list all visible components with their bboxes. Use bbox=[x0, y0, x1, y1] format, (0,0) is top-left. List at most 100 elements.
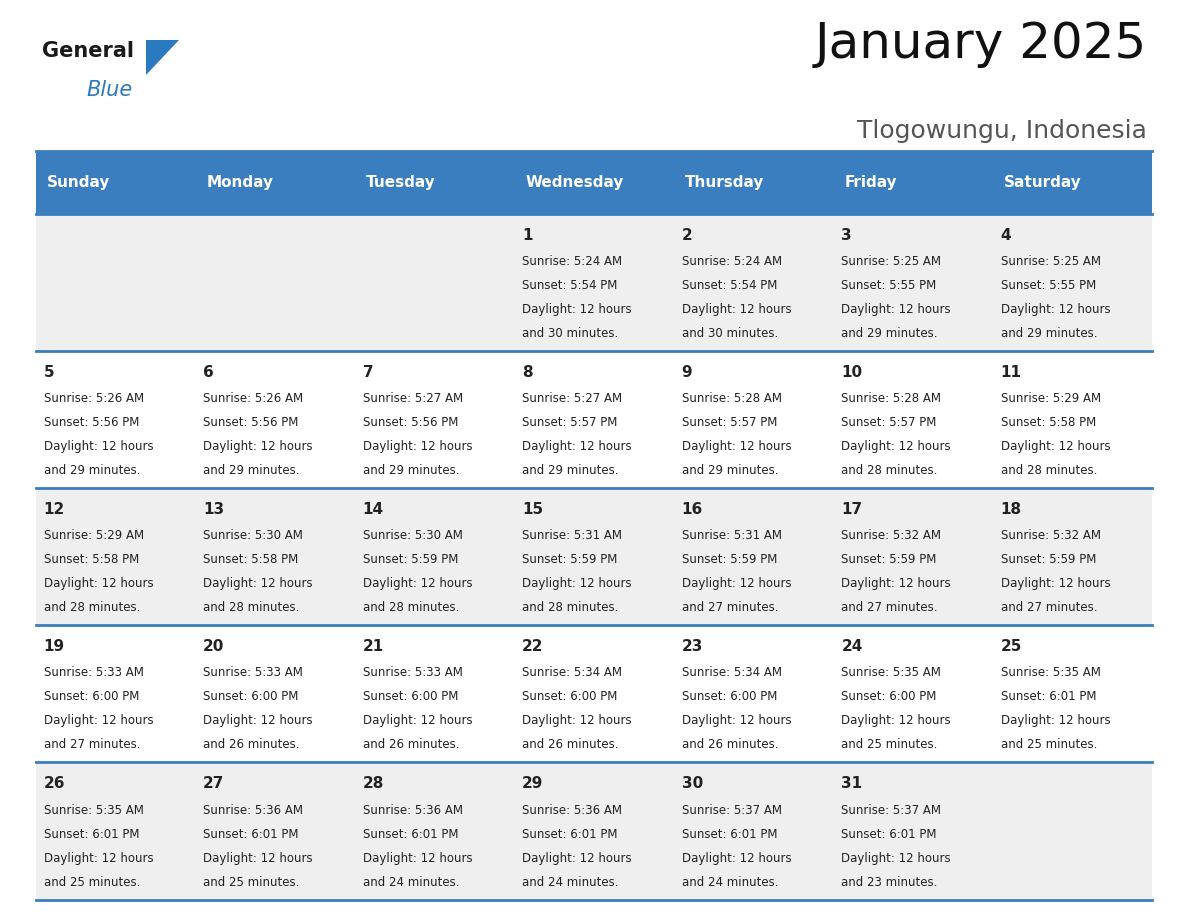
Text: 17: 17 bbox=[841, 502, 862, 517]
Text: and 25 minutes.: and 25 minutes. bbox=[44, 876, 140, 889]
Text: Daylight: 12 hours: Daylight: 12 hours bbox=[44, 577, 153, 590]
Polygon shape bbox=[146, 40, 179, 75]
Text: Thursday: Thursday bbox=[685, 175, 764, 190]
Text: and 30 minutes.: and 30 minutes. bbox=[682, 327, 778, 340]
Text: and 28 minutes.: and 28 minutes. bbox=[203, 601, 299, 614]
Text: 1: 1 bbox=[523, 228, 532, 242]
Text: Sunrise: 5:27 AM: Sunrise: 5:27 AM bbox=[362, 392, 463, 405]
Text: Sunset: 5:56 PM: Sunset: 5:56 PM bbox=[44, 416, 139, 430]
Text: Sunset: 5:57 PM: Sunset: 5:57 PM bbox=[523, 416, 618, 430]
Text: Sunrise: 5:25 AM: Sunrise: 5:25 AM bbox=[841, 255, 941, 268]
Text: Tuesday: Tuesday bbox=[366, 175, 436, 190]
Text: Daylight: 12 hours: Daylight: 12 hours bbox=[44, 852, 153, 865]
Text: and 27 minutes.: and 27 minutes. bbox=[682, 601, 778, 614]
Text: 28: 28 bbox=[362, 777, 384, 791]
Text: Daylight: 12 hours: Daylight: 12 hours bbox=[682, 441, 791, 453]
Text: General: General bbox=[42, 41, 133, 62]
Text: Sunrise: 5:36 AM: Sunrise: 5:36 AM bbox=[523, 803, 623, 817]
Text: Daylight: 12 hours: Daylight: 12 hours bbox=[682, 303, 791, 316]
Text: 25: 25 bbox=[1000, 639, 1022, 654]
Text: Daylight: 12 hours: Daylight: 12 hours bbox=[1000, 303, 1111, 316]
Text: 20: 20 bbox=[203, 639, 225, 654]
Text: Sunrise: 5:25 AM: Sunrise: 5:25 AM bbox=[1000, 255, 1101, 268]
Text: and 24 minutes.: and 24 minutes. bbox=[362, 876, 460, 889]
Text: 4: 4 bbox=[1000, 228, 1011, 242]
Text: January 2025: January 2025 bbox=[814, 19, 1146, 68]
Text: Sunrise: 5:37 AM: Sunrise: 5:37 AM bbox=[682, 803, 782, 817]
Text: Sunday: Sunday bbox=[46, 175, 110, 190]
Text: 12: 12 bbox=[44, 502, 65, 517]
Text: Sunrise: 5:37 AM: Sunrise: 5:37 AM bbox=[841, 803, 941, 817]
Text: Sunrise: 5:30 AM: Sunrise: 5:30 AM bbox=[362, 530, 462, 543]
Text: Sunset: 5:57 PM: Sunset: 5:57 PM bbox=[841, 416, 936, 430]
Text: 9: 9 bbox=[682, 364, 693, 380]
Text: 23: 23 bbox=[682, 639, 703, 654]
Text: 2: 2 bbox=[682, 228, 693, 242]
Text: 21: 21 bbox=[362, 639, 384, 654]
Text: Tlogowungu, Indonesia: Tlogowungu, Indonesia bbox=[857, 118, 1146, 143]
Text: Sunrise: 5:26 AM: Sunrise: 5:26 AM bbox=[44, 392, 144, 405]
Text: and 29 minutes.: and 29 minutes. bbox=[44, 465, 140, 477]
Text: 24: 24 bbox=[841, 639, 862, 654]
Text: Daylight: 12 hours: Daylight: 12 hours bbox=[1000, 714, 1111, 727]
Text: Sunrise: 5:33 AM: Sunrise: 5:33 AM bbox=[203, 666, 303, 679]
Text: 5: 5 bbox=[44, 364, 55, 380]
Text: Sunset: 5:57 PM: Sunset: 5:57 PM bbox=[682, 416, 777, 430]
Text: 7: 7 bbox=[362, 364, 373, 380]
Text: and 26 minutes.: and 26 minutes. bbox=[203, 738, 299, 752]
Text: and 26 minutes.: and 26 minutes. bbox=[362, 738, 460, 752]
Text: Daylight: 12 hours: Daylight: 12 hours bbox=[682, 577, 791, 590]
Text: Sunset: 6:01 PM: Sunset: 6:01 PM bbox=[1000, 690, 1097, 703]
Text: Sunrise: 5:35 AM: Sunrise: 5:35 AM bbox=[841, 666, 941, 679]
Bar bbox=[36, 351, 1152, 488]
Text: Sunrise: 5:27 AM: Sunrise: 5:27 AM bbox=[523, 392, 623, 405]
Text: Sunset: 5:59 PM: Sunset: 5:59 PM bbox=[362, 554, 459, 566]
Text: Daylight: 12 hours: Daylight: 12 hours bbox=[44, 714, 153, 727]
Text: Sunrise: 5:28 AM: Sunrise: 5:28 AM bbox=[682, 392, 782, 405]
Text: Daylight: 12 hours: Daylight: 12 hours bbox=[203, 852, 312, 865]
Text: Sunrise: 5:33 AM: Sunrise: 5:33 AM bbox=[362, 666, 462, 679]
Text: and 30 minutes.: and 30 minutes. bbox=[523, 327, 619, 340]
Text: and 26 minutes.: and 26 minutes. bbox=[682, 738, 778, 752]
Text: Daylight: 12 hours: Daylight: 12 hours bbox=[841, 577, 950, 590]
Text: and 29 minutes.: and 29 minutes. bbox=[682, 465, 778, 477]
Text: 11: 11 bbox=[1000, 364, 1022, 380]
Text: Sunset: 5:56 PM: Sunset: 5:56 PM bbox=[203, 416, 298, 430]
Text: and 28 minutes.: and 28 minutes. bbox=[362, 601, 459, 614]
Text: Daylight: 12 hours: Daylight: 12 hours bbox=[841, 714, 950, 727]
Text: Sunset: 6:01 PM: Sunset: 6:01 PM bbox=[44, 828, 139, 841]
Text: Sunrise: 5:34 AM: Sunrise: 5:34 AM bbox=[523, 666, 623, 679]
Text: Sunset: 6:00 PM: Sunset: 6:00 PM bbox=[203, 690, 298, 703]
Text: Wednesday: Wednesday bbox=[525, 175, 624, 190]
Text: Sunrise: 5:28 AM: Sunrise: 5:28 AM bbox=[841, 392, 941, 405]
Text: Daylight: 12 hours: Daylight: 12 hours bbox=[203, 577, 312, 590]
Text: Daylight: 12 hours: Daylight: 12 hours bbox=[362, 577, 473, 590]
Text: Daylight: 12 hours: Daylight: 12 hours bbox=[362, 441, 473, 453]
Text: Sunrise: 5:24 AM: Sunrise: 5:24 AM bbox=[523, 255, 623, 268]
Text: Sunrise: 5:29 AM: Sunrise: 5:29 AM bbox=[1000, 392, 1101, 405]
Bar bbox=[36, 763, 1152, 900]
Text: and 27 minutes.: and 27 minutes. bbox=[1000, 601, 1098, 614]
Text: Daylight: 12 hours: Daylight: 12 hours bbox=[203, 441, 312, 453]
Text: Daylight: 12 hours: Daylight: 12 hours bbox=[841, 303, 950, 316]
Text: Blue: Blue bbox=[87, 80, 133, 100]
Text: Sunset: 6:01 PM: Sunset: 6:01 PM bbox=[841, 828, 937, 841]
Text: Daylight: 12 hours: Daylight: 12 hours bbox=[203, 714, 312, 727]
Text: Sunset: 6:00 PM: Sunset: 6:00 PM bbox=[44, 690, 139, 703]
Text: Daylight: 12 hours: Daylight: 12 hours bbox=[523, 303, 632, 316]
Text: and 29 minutes.: and 29 minutes. bbox=[841, 327, 937, 340]
Bar bbox=[36, 151, 1152, 214]
Text: 30: 30 bbox=[682, 777, 703, 791]
Text: Sunset: 6:00 PM: Sunset: 6:00 PM bbox=[682, 690, 777, 703]
Text: 29: 29 bbox=[523, 777, 544, 791]
Text: Daylight: 12 hours: Daylight: 12 hours bbox=[1000, 577, 1111, 590]
Text: Sunrise: 5:36 AM: Sunrise: 5:36 AM bbox=[362, 803, 462, 817]
Text: 18: 18 bbox=[1000, 502, 1022, 517]
Text: Daylight: 12 hours: Daylight: 12 hours bbox=[362, 714, 473, 727]
Bar bbox=[36, 488, 1152, 625]
Text: and 28 minutes.: and 28 minutes. bbox=[841, 465, 937, 477]
Text: Sunset: 5:59 PM: Sunset: 5:59 PM bbox=[682, 554, 777, 566]
Text: Sunset: 6:01 PM: Sunset: 6:01 PM bbox=[203, 828, 298, 841]
Text: Friday: Friday bbox=[845, 175, 897, 190]
Bar bbox=[36, 625, 1152, 763]
